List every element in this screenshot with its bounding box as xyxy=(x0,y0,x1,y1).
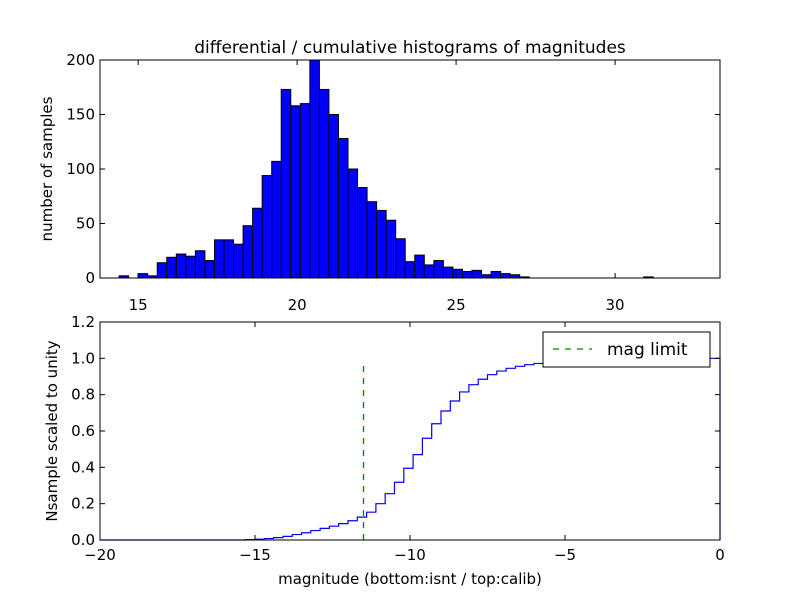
histogram-bar xyxy=(252,207,263,279)
cumulative-y-tick-label: 0.0 xyxy=(71,531,95,549)
cumulative-x-tick-label: −10 xyxy=(394,546,426,564)
histogram-bar xyxy=(423,264,435,279)
histogram-bar xyxy=(376,209,387,279)
cumulative-y-axis-label: Nsample scaled to unity xyxy=(43,340,61,521)
histogram-bar xyxy=(471,269,483,279)
histogram-bar xyxy=(223,239,235,279)
histogram-bar xyxy=(366,201,378,279)
histogram-bar xyxy=(204,260,215,279)
histogram-bar xyxy=(242,225,254,279)
histogram-bar xyxy=(461,270,473,279)
histogram-bar xyxy=(175,253,187,279)
histogram-bar xyxy=(395,238,406,279)
histogram-bar xyxy=(271,160,282,279)
histogram-bar xyxy=(318,88,330,279)
histogram-bar xyxy=(261,175,273,279)
cumulative-x-tick-label: −15 xyxy=(239,546,271,564)
histogram-bar xyxy=(156,262,168,279)
histogram-bar xyxy=(490,270,502,279)
histogram-bar xyxy=(280,88,292,279)
cumulative-y-tick-label: 1.0 xyxy=(71,349,95,367)
histogram-x-tick-label: 25 xyxy=(447,296,466,314)
cumulative-panel: −20 −15 −10 −5 0 0.0 0.2 0.4 0.6 0.8 1.0 1.2 magnit… xyxy=(43,313,725,588)
histogram-bar xyxy=(442,266,454,279)
legend: mag limit xyxy=(542,331,711,368)
histogram-bar xyxy=(309,59,320,279)
histogram-bar xyxy=(213,239,225,279)
histogram-x-tick-label: 15 xyxy=(129,296,148,314)
cumulative-x-tick-label: −20 xyxy=(84,546,116,564)
histogram-bar xyxy=(137,273,149,279)
histogram-bar xyxy=(328,114,339,279)
histogram-y-axis-label: number of samples xyxy=(38,96,56,241)
histogram-x-tick-label: 20 xyxy=(288,296,307,314)
histogram-y-tick-label: 100 xyxy=(66,160,95,178)
histogram-y-tick-label: 150 xyxy=(66,106,95,124)
histogram-bar xyxy=(385,219,397,279)
histogram-bar xyxy=(166,256,177,279)
chart-title: differential / cumulative histograms of … xyxy=(194,38,626,58)
cumulative-x-axis-label: magnitude (bottom:isnt / top:calib) xyxy=(278,570,542,588)
histogram-y-tick-label: 0 xyxy=(85,269,95,287)
cumulative-y-tick-label: 0.2 xyxy=(71,495,95,513)
histogram-bar xyxy=(233,243,244,279)
histogram-bar xyxy=(500,273,511,279)
histogram-y-tick-label: 200 xyxy=(66,51,95,69)
histogram-bar xyxy=(337,137,349,279)
cumulative-x-tick-label: 0 xyxy=(715,546,725,564)
histogram-bar xyxy=(185,255,196,279)
histogram-bar xyxy=(299,103,311,279)
histogram-x-tick-label: 30 xyxy=(606,296,625,314)
cumulative-y-tick-label: 1.2 xyxy=(71,313,95,331)
cumulative-x-tick-label: −5 xyxy=(554,546,576,564)
legend-label-mag-limit: mag limit xyxy=(607,340,688,360)
histogram-bar xyxy=(357,187,368,279)
cumulative-ticks: −20 −15 −10 −5 0 0.0 0.2 0.4 0.6 0.8 1.0 1.2 xyxy=(71,313,725,564)
histogram-bars xyxy=(118,59,654,279)
histogram-bar xyxy=(414,254,425,279)
histogram-panel: 15 20 25 30 0 50 100 150 200 number of samples xyxy=(38,51,721,314)
histogram-bar xyxy=(194,250,206,279)
cumulative-y-tick-label: 0.8 xyxy=(71,386,95,404)
histogram-bar xyxy=(290,105,301,279)
histogram-bar xyxy=(404,261,416,279)
histogram-bar xyxy=(433,260,444,279)
cumulative-y-tick-label: 0.4 xyxy=(71,458,95,476)
cumulative-y-tick-label: 0.6 xyxy=(71,422,95,440)
histogram-bar xyxy=(452,268,463,279)
histogram-y-tick-label: 50 xyxy=(76,215,95,233)
histogram-bar xyxy=(347,168,359,279)
histogram-ticks: 15 20 25 30 0 50 100 150 200 xyxy=(66,51,720,314)
